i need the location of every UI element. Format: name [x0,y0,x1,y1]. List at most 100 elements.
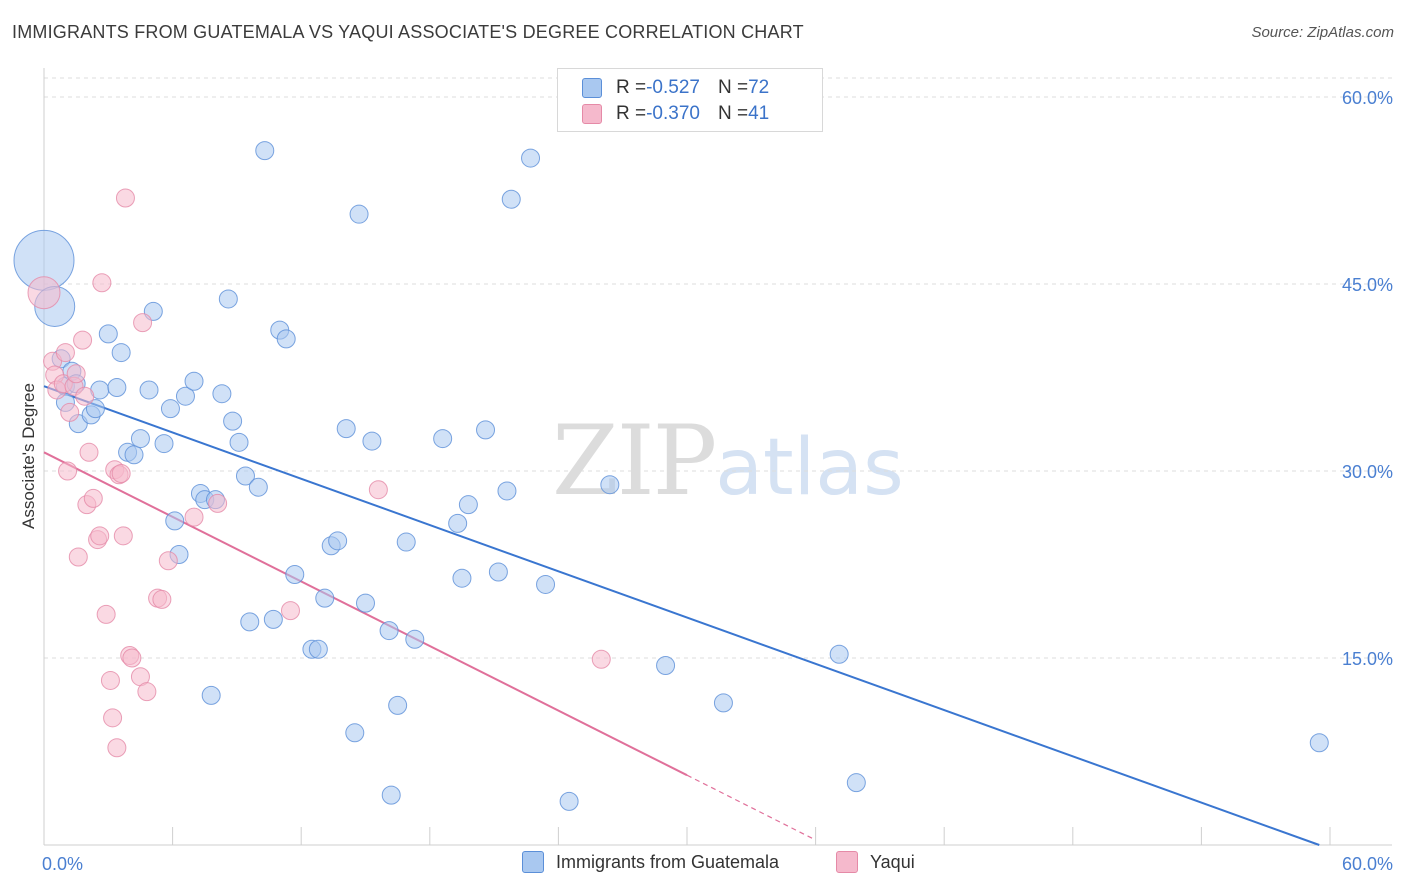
y-tick-label: 45.0% [1342,275,1393,295]
legend-n-label: N = [717,77,749,98]
yaqui-trend-extension [686,774,816,841]
source-label: Source: ZipAtlas.com [1251,24,1394,41]
guatemala-point [388,695,408,715]
yaqui-point [55,343,75,363]
guatemala-point [521,148,541,168]
guatemala-point [308,639,328,659]
guatemala-point [229,432,249,452]
yaqui-trend-line [43,451,688,777]
yaqui-point [27,276,61,310]
guatemala-point [405,629,425,649]
axis-labels: 15.0% 30.0% 45.0% 60.0% 0.0% 60.0% Associate's… [19,88,1393,874]
guatemala-point [501,189,521,209]
yaqui-point [73,330,93,350]
legend-r-label: R = [616,77,647,98]
yaqui-point [280,601,300,621]
guatemala-point [362,431,382,451]
watermark: ZIPatlas [552,405,904,517]
legend-r-value: -0.527 [646,77,700,98]
x-tick-label-max: 60.0% [1342,854,1393,874]
yaqui-point [113,526,133,546]
guatemala-point [345,723,365,743]
guatemala-point [240,612,260,632]
legend-r-label: R = [616,103,647,124]
guatemala-point [488,562,508,582]
guatemala-point [600,475,620,495]
trend-lines [43,385,1320,846]
guatemala-point [248,477,268,497]
guatemala-point [458,495,478,515]
guatemala-point [656,655,676,675]
yaqui-point [111,463,131,483]
y-axis-label: Associate's Degree [19,383,38,529]
guatemala-point [255,141,275,161]
guatemala-point [497,481,517,501]
series-legend-guatemala: Immigrants from Guatemala [522,851,779,873]
series-label-yaqui: Yaqui [870,851,915,872]
guatemala-point [713,693,733,713]
guatemala-point [379,621,399,641]
yaqui-point [90,526,110,546]
guatemala-point [124,445,144,465]
series-legend-yaqui: Yaqui [836,851,915,873]
legend-n-value: 72 [748,77,770,98]
guatemala-point [218,289,238,309]
legend-swatch-guatemala [582,78,602,98]
guatemala-point [139,380,159,400]
guatemala-point [235,466,255,486]
data-points [13,141,1329,811]
guatemala-point [160,399,180,419]
series-swatch-guatemala [522,851,544,873]
legend-swatch-yaqui [582,104,602,124]
guatemala-point [328,531,348,551]
yaqui-point [133,313,153,333]
guatemala-point [263,609,283,629]
yaqui-point [100,670,120,690]
guatemala-point [559,791,579,811]
yaqui-point [92,273,112,293]
series-swatch-yaqui [836,851,858,873]
guatemala-point [107,377,127,397]
y-tick-label: 60.0% [1342,88,1393,108]
y-tick-label: 15.0% [1342,649,1393,669]
yaqui-point [368,480,388,500]
guatemala-point [1309,733,1329,753]
yaqui-point [122,648,142,668]
yaqui-point [66,364,86,384]
yaqui-point [158,551,178,571]
guatemala-point [154,434,174,454]
guatemala-point [381,785,401,805]
x-tick-label-min: 0.0% [42,854,83,874]
guatemala-point [184,371,204,391]
series-legend: Immigrants from Guatemala Yaqui [0,851,1406,877]
guatemala-point [85,399,105,419]
guatemala-point [165,511,185,531]
guatemala-point [175,386,195,406]
guatemala-point [829,644,849,664]
y-tick-label: 30.0% [1342,462,1393,482]
guatemala-point [130,429,150,449]
yaqui-point [152,589,172,609]
guatemala-point [201,685,221,705]
guatemala-point [448,513,468,533]
legend-row-yaqui: R = -0.370 N = 41 [582,102,769,126]
guatemala-point [476,420,496,440]
guatemala-point [315,588,335,608]
guatemala-point [223,411,243,431]
guatemala-point [349,204,369,224]
guatemala-point [276,329,296,349]
guatemala-point [285,564,305,584]
guatemala-point [111,343,131,363]
guatemala-point [356,593,375,613]
yaqui-point [96,604,116,624]
guatemala-point [212,384,232,404]
yaqui-point [107,738,127,758]
yaqui-point [58,461,78,481]
legend-n-label: N = [717,103,749,124]
yaqui-point [75,386,95,406]
yaqui-point [184,507,204,527]
yaqui-point [115,188,135,208]
yaqui-point [83,488,103,508]
guatemala-point [536,574,556,594]
